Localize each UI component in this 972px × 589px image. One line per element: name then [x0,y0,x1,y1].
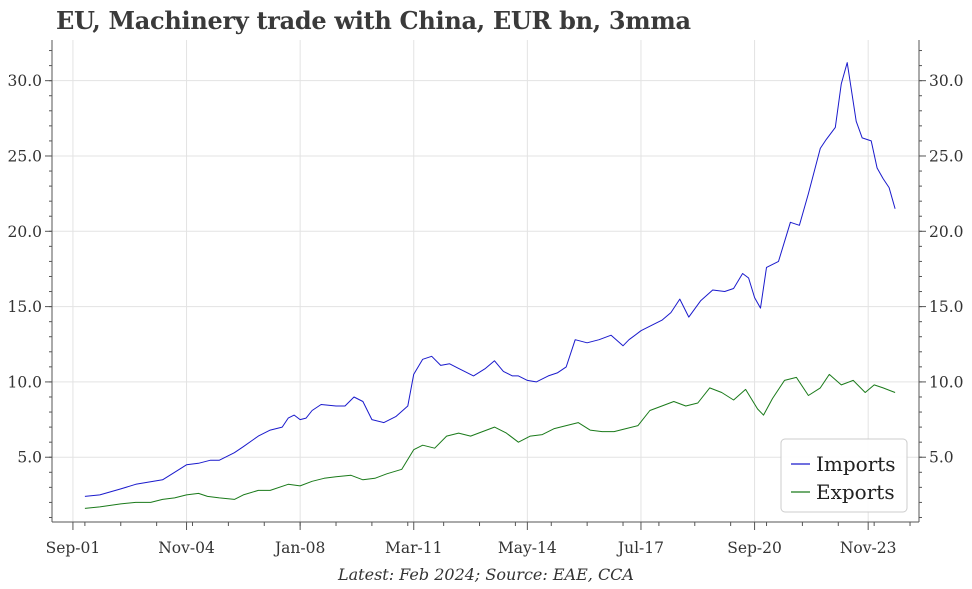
y-tick-label-left: 10.0 [7,373,42,391]
grid-lines [52,40,919,522]
tick-labels: Sep-01 Nov-04 Jan-08 Mar-11 May-14 Jul-17 Sep-… [7,72,963,557]
x-tick-label: Sep-20 [727,539,782,557]
axes [45,40,926,530]
series-line-exports [84,373,896,509]
series-lines [84,62,896,509]
y-tick-label-left: 5.0 [17,449,42,467]
series-line-imports [84,62,896,497]
y-tick-label-left: 25.0 [7,147,42,165]
y-tick-label-right: 30.0 [929,72,964,90]
x-tick-label: Nov-04 [158,539,215,557]
y-tick-label-right: 20.0 [929,223,964,241]
legend-box [780,438,908,513]
x-tick-label: Mar-11 [385,539,442,557]
x-tick-label: Jan-08 [273,539,325,557]
y-tick-label-left: 20.0 [7,223,42,241]
x-tick-label: Sep-01 [46,539,101,557]
legend: Imports Exports [780,438,908,513]
legend-label-exports: Exports [816,480,895,504]
x-tick-label: Nov-23 [840,539,897,557]
x-tick-label: Jul-17 [616,539,664,557]
y-tick-label-right: 10.0 [929,373,964,391]
legend-label-imports: Imports [816,452,896,476]
y-tick-label-right: 15.0 [929,298,964,316]
x-tick-label: May-14 [498,539,557,557]
y-tick-label-right: 25.0 [929,147,964,165]
y-tick-label-left: 15.0 [7,298,42,316]
y-tick-label-left: 30.0 [7,72,42,90]
y-tick-label-right: 5.0 [929,449,954,467]
chart-title: EU, Machinery trade with China, EUR bn, … [56,6,691,35]
chart-footnote: Latest: Feb 2024; Source: EAE, CCA [338,565,634,584]
